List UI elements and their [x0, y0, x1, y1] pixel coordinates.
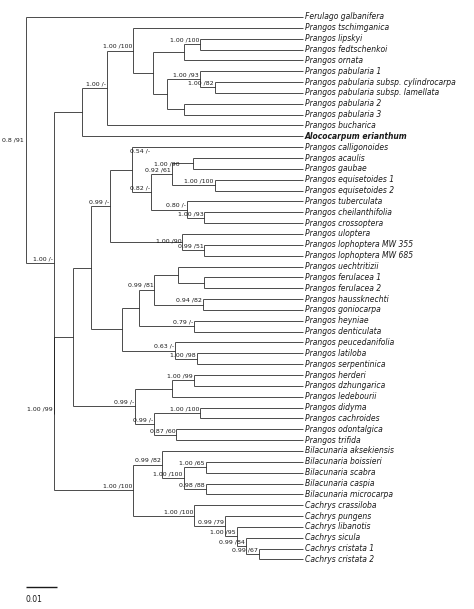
Text: Prangos latiloba: Prangos latiloba	[305, 349, 366, 358]
Text: 1.00 /-: 1.00 /-	[86, 82, 106, 86]
Text: 0.99 /81: 0.99 /81	[128, 283, 153, 288]
Text: 0.63 /-: 0.63 /-	[154, 344, 174, 349]
Text: Alococarpum erianthum: Alococarpum erianthum	[305, 132, 408, 141]
Text: Prangos heyniae: Prangos heyniae	[305, 316, 368, 325]
Text: Cachrys libanotis: Cachrys libanotis	[305, 523, 370, 532]
Text: Cachrys cristata 2: Cachrys cristata 2	[305, 555, 374, 564]
Text: Prangos gaubae: Prangos gaubae	[305, 164, 366, 174]
Text: Prangos ferulacea 2: Prangos ferulacea 2	[305, 284, 381, 293]
Text: 1.00 /95: 1.00 /95	[210, 530, 236, 535]
Text: Prangos cachroides: Prangos cachroides	[305, 414, 379, 423]
Text: Cachrys crassiloba: Cachrys crassiloba	[305, 501, 376, 510]
Text: 0.82 /-: 0.82 /-	[130, 185, 150, 190]
Text: 1.00 /90: 1.00 /90	[155, 238, 181, 243]
Text: 0.54 /-: 0.54 /-	[130, 149, 150, 154]
Text: 1.00 /65: 1.00 /65	[180, 460, 205, 466]
Text: Cachrys cristata 1: Cachrys cristata 1	[305, 544, 374, 553]
Text: Bilacunaria boissieri: Bilacunaria boissieri	[305, 457, 382, 466]
Text: Bilacunaria scabra: Bilacunaria scabra	[305, 468, 375, 477]
Text: Prangos serpentinica: Prangos serpentinica	[305, 360, 385, 368]
Text: Prangos pabularia subsp. lamellata: Prangos pabularia subsp. lamellata	[305, 88, 439, 97]
Text: 0.87 /60: 0.87 /60	[150, 428, 175, 433]
Text: 0.99 /-: 0.99 /-	[114, 400, 134, 404]
Text: Prangos herderi: Prangos herderi	[305, 370, 365, 379]
Text: Prangos equisetoides 2: Prangos equisetoides 2	[305, 186, 394, 195]
Text: Prangos didyma: Prangos didyma	[305, 403, 366, 412]
Text: 1.00 /82: 1.00 /82	[188, 81, 214, 86]
Text: Prangos uechtritizii: Prangos uechtritizii	[305, 262, 378, 271]
Text: 1.00 /99: 1.00 /99	[167, 374, 193, 379]
Text: 0.79 /-: 0.79 /-	[173, 320, 193, 325]
Text: 1.00 /100: 1.00 /100	[170, 406, 199, 411]
Text: Prangos odontalgica: Prangos odontalgica	[305, 424, 383, 434]
Text: Prangos dzhungarica: Prangos dzhungarica	[305, 381, 385, 390]
Text: 1.00 /90: 1.00 /90	[154, 162, 180, 167]
Text: Prangos lophoptera MW 355: Prangos lophoptera MW 355	[305, 241, 413, 249]
Text: 0.80 /-: 0.80 /-	[166, 203, 186, 208]
Text: 1.00 /93: 1.00 /93	[178, 211, 203, 216]
Text: Prangos uloptera: Prangos uloptera	[305, 230, 370, 239]
Text: 1.00 /100: 1.00 /100	[164, 509, 193, 514]
Text: Prangos tschimganica: Prangos tschimganica	[305, 23, 389, 32]
Text: Prangos pabularia 1: Prangos pabularia 1	[305, 67, 381, 76]
Text: Prangos acaulis: Prangos acaulis	[305, 153, 365, 163]
Text: 0.92 /61: 0.92 /61	[145, 167, 171, 173]
Text: 1.00 /99: 1.00 /99	[27, 407, 53, 412]
Text: Prangos pabularia 2: Prangos pabularia 2	[305, 99, 381, 108]
Text: Prangos pabularia 3: Prangos pabularia 3	[305, 110, 381, 119]
Text: Bilacunaria microcarpa: Bilacunaria microcarpa	[305, 490, 392, 499]
Text: Prangos trifida: Prangos trifida	[305, 435, 360, 445]
Text: 0.99 /82: 0.99 /82	[135, 458, 161, 463]
Text: Prangos peucedanifolia: Prangos peucedanifolia	[305, 338, 394, 347]
Text: Prangos equisetoides 1: Prangos equisetoides 1	[305, 175, 394, 185]
Text: 0.99 /67: 0.99 /67	[232, 547, 258, 552]
Text: 0.94 /82: 0.94 /82	[176, 298, 202, 303]
Text: 1.00 /100: 1.00 /100	[103, 44, 133, 49]
Text: Prangos fedtschenkoi: Prangos fedtschenkoi	[305, 45, 387, 54]
Text: Prangos ledebourii: Prangos ledebourii	[305, 392, 376, 401]
Text: Prangos denticulata: Prangos denticulata	[305, 327, 381, 336]
Text: Prangos lipskyi: Prangos lipskyi	[305, 34, 362, 43]
Text: 1.00 /93: 1.00 /93	[173, 72, 199, 78]
Text: 1.00 /100: 1.00 /100	[103, 484, 133, 488]
Text: 1.00 /100: 1.00 /100	[170, 38, 199, 43]
Text: Prangos bucharica: Prangos bucharica	[305, 121, 375, 130]
Text: 0.98 /88: 0.98 /88	[179, 482, 205, 487]
Text: Prangos cheilanthifolia: Prangos cheilanthifolia	[305, 208, 392, 217]
Text: 0.99 /51: 0.99 /51	[178, 244, 203, 248]
Text: Prangos ferulacea 1: Prangos ferulacea 1	[305, 273, 381, 282]
Text: 0.99 /84: 0.99 /84	[219, 540, 245, 544]
Text: 0.99 /79: 0.99 /79	[198, 519, 224, 524]
Text: Prangos pabularia subsp. cylindrocarpa: Prangos pabularia subsp. cylindrocarpa	[305, 77, 456, 86]
Text: Bilacunaria aksekiensis: Bilacunaria aksekiensis	[305, 446, 394, 456]
Text: 0.99 /-: 0.99 /-	[89, 199, 109, 204]
Text: Prangos haussknechti: Prangos haussknechti	[305, 295, 389, 303]
Text: Cachrys sicula: Cachrys sicula	[305, 533, 360, 542]
Text: 0.8 /91: 0.8 /91	[2, 138, 24, 143]
Text: Cachrys pungens: Cachrys pungens	[305, 512, 371, 521]
Text: Prangos lophoptera MW 685: Prangos lophoptera MW 685	[305, 251, 413, 260]
Text: Prangos goniocarpa: Prangos goniocarpa	[305, 306, 381, 314]
Text: 0.99 /-: 0.99 /-	[133, 417, 153, 422]
Text: Prangos crossoptera: Prangos crossoptera	[305, 219, 383, 228]
Text: 0.01: 0.01	[26, 595, 43, 604]
Text: Prangos tuberculata: Prangos tuberculata	[305, 197, 382, 206]
Text: Prangos ornata: Prangos ornata	[305, 56, 363, 65]
Text: 1.00 /-: 1.00 /-	[33, 256, 53, 261]
Text: 1.00 /98: 1.00 /98	[171, 352, 196, 357]
Text: 1.00 /100: 1.00 /100	[154, 471, 183, 476]
Text: Ferulago galbanifera: Ferulago galbanifera	[305, 12, 384, 21]
Text: Prangos calligonoides: Prangos calligonoides	[305, 143, 388, 152]
Text: Bilacunaria caspia: Bilacunaria caspia	[305, 479, 374, 488]
Text: 1.00 /100: 1.00 /100	[184, 178, 214, 183]
